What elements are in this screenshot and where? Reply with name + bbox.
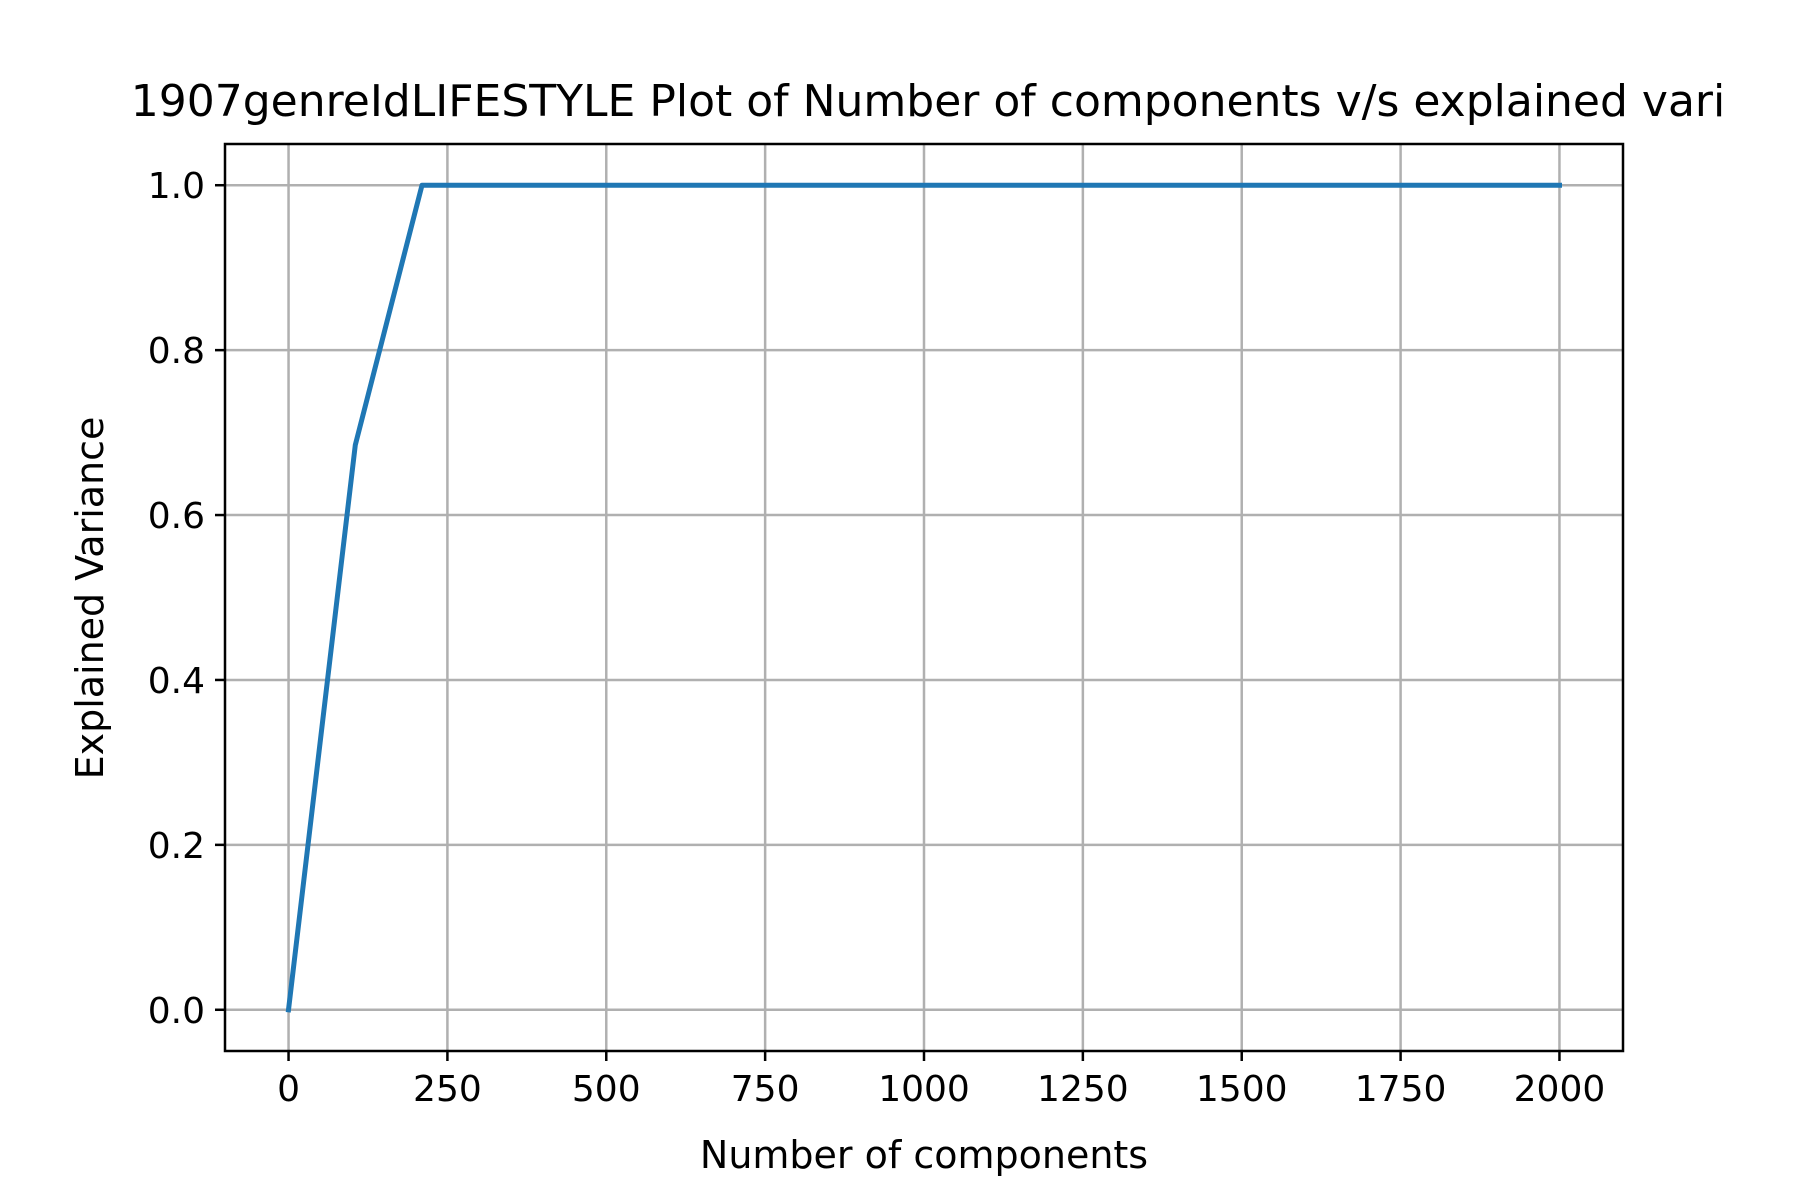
grid xyxy=(225,144,1623,1051)
x-tick-label: 0 xyxy=(277,1069,300,1110)
x-tick-label: 500 xyxy=(572,1069,641,1110)
x-tick-label: 1750 xyxy=(1355,1069,1447,1110)
y-tick-label: 0.0 xyxy=(148,991,205,1032)
y-tick-label: 0.2 xyxy=(148,826,205,867)
ticks: 0 250 500 750 1000 1250 1500 1750 2000 0.0 0.2 0.4 0… xyxy=(148,166,1606,1110)
chart-title: 1907genreIdLIFESTYLE Plot of Number of c… xyxy=(131,76,1725,127)
x-axis-label: Number of components xyxy=(700,1133,1148,1177)
x-tick-label: 1000 xyxy=(878,1069,970,1110)
y-tick-label: 0.6 xyxy=(148,496,205,537)
y-tick-label: 1.0 xyxy=(148,166,205,207)
x-tick-label: 2000 xyxy=(1514,1069,1606,1110)
y-tick-label: 0.8 xyxy=(148,331,205,372)
x-tick-label: 750 xyxy=(731,1069,800,1110)
y-axis-label: Explained Variance xyxy=(68,417,112,780)
y-tick-label: 0.4 xyxy=(148,661,205,702)
series-line xyxy=(285,182,1562,1013)
x-tick-label: 250 xyxy=(413,1069,482,1110)
series-layer xyxy=(285,182,1562,1013)
x-tick-label: 1250 xyxy=(1037,1069,1129,1110)
x-tick-label: 1500 xyxy=(1196,1069,1288,1110)
